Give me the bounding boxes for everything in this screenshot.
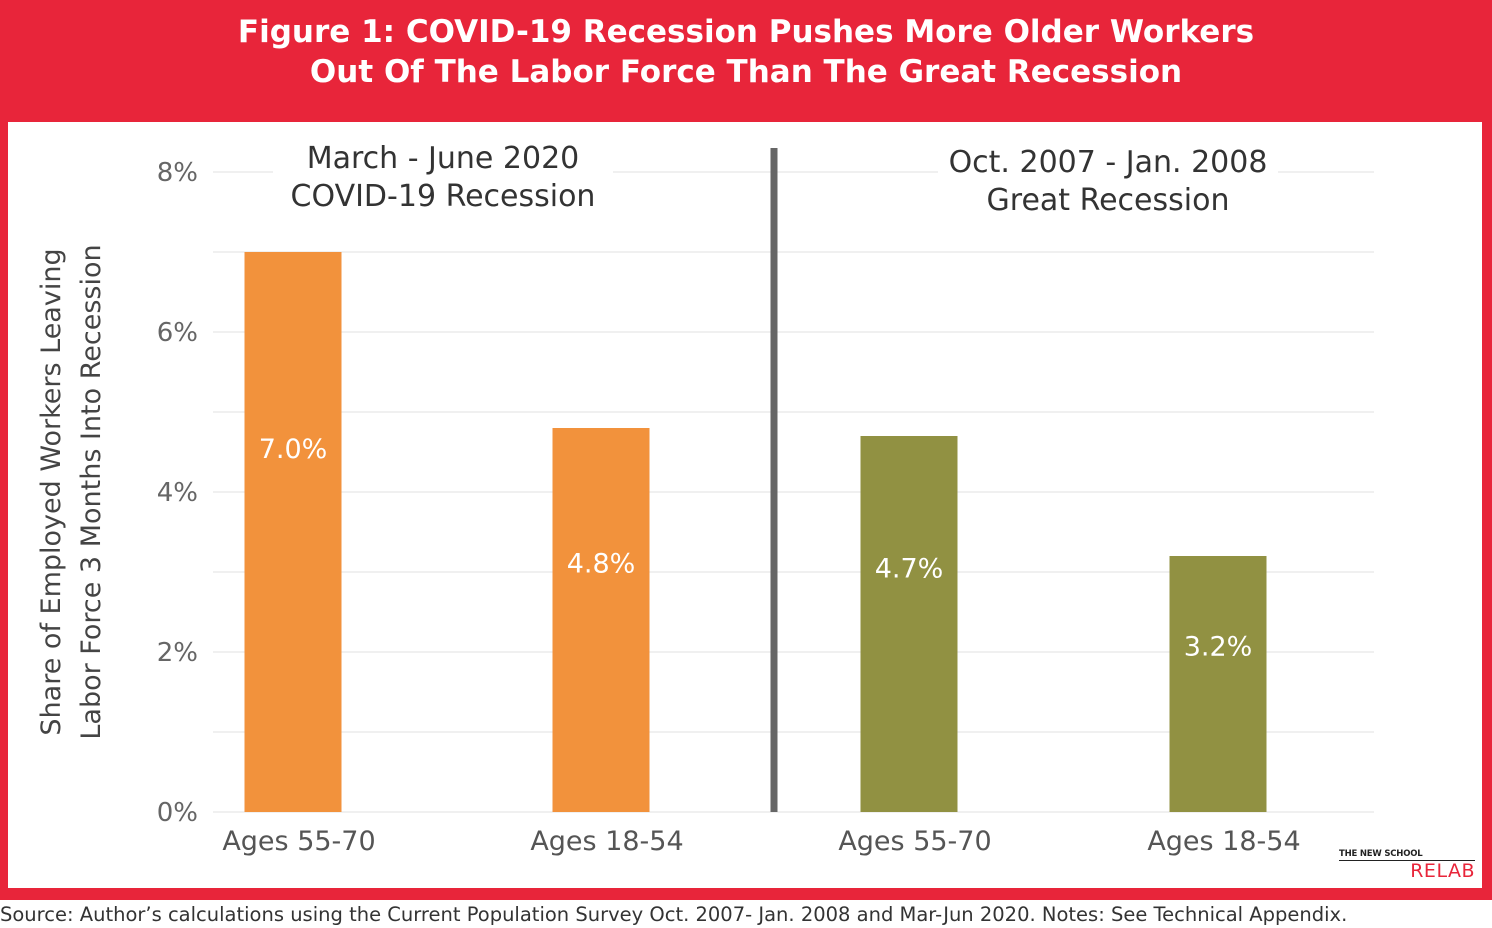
- y-axis-title-line: Share of Employed Workers Leaving: [36, 248, 67, 735]
- figure-title-line-2: Out Of The Labor Force Than The Great Re…: [309, 54, 1183, 90]
- bar-value-label: 3.2%: [1184, 632, 1253, 663]
- bar-value-label: 4.7%: [875, 554, 944, 585]
- bar: [860, 436, 958, 812]
- figure-title-line-1: Figure 1: COVID-19 Recession Pushes More…: [237, 14, 1255, 50]
- bar: [1169, 556, 1267, 812]
- bar-value-label: 7.0%: [259, 434, 328, 465]
- x-category-label: Ages 18-54: [1147, 826, 1300, 857]
- group-header-backing: [938, 142, 1278, 220]
- bar-chart: 0% 2% 4% 6% 8% Share of Employed Workers Leav…: [36, 141, 1374, 857]
- y-axis-title-line: Labor Force 3 Months Into Recession: [76, 244, 107, 739]
- group-header-backing: [273, 142, 613, 220]
- group-header-line: Great Recession: [987, 183, 1230, 218]
- bar: [552, 428, 650, 812]
- bar: [244, 252, 342, 812]
- chart-panel: 0% 2% 4% 6% 8% Share of Employed Workers Leav…: [8, 122, 1482, 888]
- group-header-line: COVID-19 Recession: [291, 179, 596, 214]
- y-tick-label: 8%: [157, 158, 198, 188]
- y-tick-label: 2%: [157, 638, 198, 668]
- y-tick-label: 6%: [157, 318, 198, 348]
- figure-title: Figure 1: COVID-19 Recession Pushes More…: [0, 12, 1492, 92]
- new-school-relab-logo: THE NEW SCHOOL RELAB: [1339, 849, 1475, 883]
- y-tick-label: 0%: [157, 798, 198, 828]
- logo-top-text: THE NEW SCHOOL: [1339, 849, 1475, 861]
- bar-value-label: 4.8%: [567, 548, 636, 579]
- group-header-line: Oct. 2007 - Jan. 2008: [949, 145, 1268, 180]
- x-category-label: Ages 55-70: [838, 826, 991, 857]
- source-note: Source: Author’s calculations using the …: [0, 903, 1348, 926]
- x-category-label: Ages 55-70: [222, 826, 375, 857]
- y-tick-label: 4%: [157, 478, 198, 508]
- x-category-label: Ages 18-54: [530, 826, 683, 857]
- logo-bottom-text: RELAB: [1410, 860, 1475, 882]
- group-header-line: March - June 2020: [307, 141, 580, 176]
